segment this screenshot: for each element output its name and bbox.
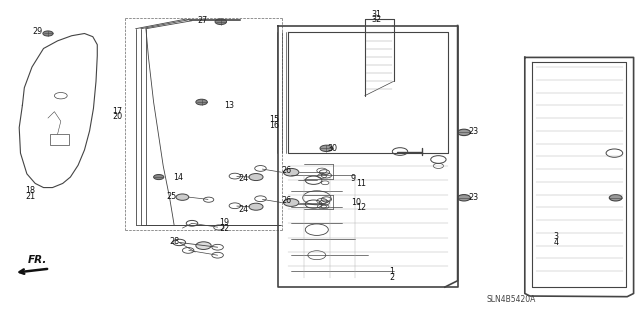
Circle shape — [196, 242, 211, 249]
Text: 23: 23 — [468, 193, 479, 202]
Text: 11: 11 — [356, 179, 367, 188]
Circle shape — [458, 195, 470, 201]
Circle shape — [458, 129, 470, 136]
Text: 9: 9 — [351, 174, 356, 182]
Text: 30: 30 — [328, 144, 338, 153]
Text: 27: 27 — [197, 16, 207, 25]
Text: 19: 19 — [219, 218, 229, 227]
Text: 17: 17 — [112, 107, 122, 115]
Text: 16: 16 — [269, 121, 279, 130]
Text: FR.: FR. — [28, 255, 47, 265]
Text: 26: 26 — [282, 166, 292, 174]
Circle shape — [249, 203, 263, 210]
Text: 4: 4 — [554, 238, 559, 247]
Text: 29: 29 — [32, 27, 42, 36]
Circle shape — [196, 99, 207, 105]
Text: 26: 26 — [282, 196, 292, 205]
Text: SLN4B5420A: SLN4B5420A — [486, 295, 536, 304]
Text: 22: 22 — [219, 224, 229, 233]
Text: 14: 14 — [173, 173, 183, 182]
Text: 21: 21 — [26, 192, 36, 201]
Text: 10: 10 — [351, 198, 361, 207]
Text: 24: 24 — [238, 205, 248, 214]
Text: 12: 12 — [356, 204, 367, 212]
Circle shape — [215, 19, 227, 25]
Circle shape — [176, 194, 189, 200]
Text: 32: 32 — [371, 15, 381, 24]
Text: 23: 23 — [468, 127, 479, 136]
Text: 31: 31 — [371, 10, 381, 19]
Circle shape — [249, 174, 263, 181]
Text: 13: 13 — [224, 101, 234, 110]
Text: 20: 20 — [112, 112, 122, 121]
Text: 15: 15 — [269, 115, 279, 124]
Text: 24: 24 — [238, 174, 248, 182]
Circle shape — [43, 31, 53, 36]
Text: 18: 18 — [26, 186, 36, 195]
Circle shape — [320, 145, 333, 152]
Circle shape — [609, 195, 622, 201]
Circle shape — [154, 174, 164, 180]
Text: 3: 3 — [554, 232, 559, 241]
Text: 2: 2 — [389, 273, 394, 282]
Circle shape — [284, 168, 299, 176]
Text: 28: 28 — [170, 237, 180, 246]
Text: 1: 1 — [389, 267, 394, 276]
Text: 25: 25 — [166, 192, 177, 201]
Circle shape — [284, 199, 299, 206]
